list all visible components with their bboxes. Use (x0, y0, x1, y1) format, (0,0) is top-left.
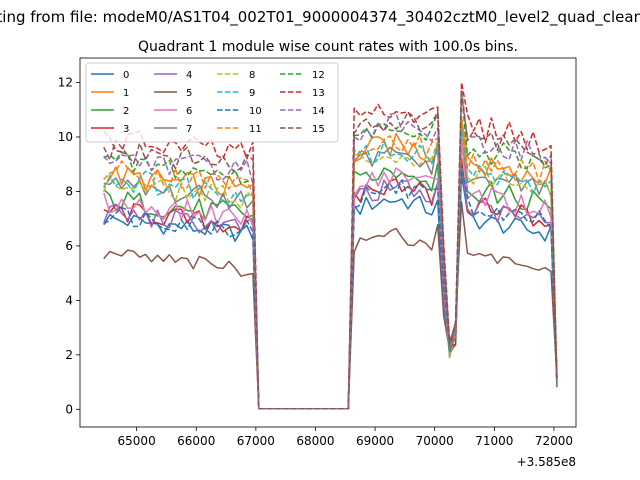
y-tick: 2 (65, 348, 80, 362)
x-tick-label: 71000 (475, 434, 513, 448)
legend-label-11: 11 (249, 124, 262, 135)
series-line-4 (103, 164, 558, 410)
y-tick-label: 6 (65, 239, 73, 253)
y-tick-label: 8 (65, 184, 73, 198)
y-tick-label: 12 (58, 76, 73, 90)
series-line-13 (103, 81, 558, 410)
series-line-12 (103, 91, 558, 410)
legend-label-9: 9 (249, 88, 255, 99)
x-tick-label: 65000 (118, 434, 156, 448)
legend-label-5: 5 (186, 88, 192, 99)
plot-frame (79, 57, 577, 428)
legend-entry: 5 (154, 88, 192, 99)
x-tick: 66000 (177, 427, 215, 448)
series-line-9 (103, 125, 558, 410)
series-line-10 (103, 164, 558, 410)
y-tick-label: 10 (58, 130, 73, 144)
series-line-11 (103, 116, 558, 410)
x-tick: 72000 (535, 427, 573, 448)
legend-label-8: 8 (249, 70, 255, 81)
x-tick: 70000 (416, 427, 454, 448)
x-axis: 65000 66000 67000 68000 69000 70000 71000 72000 (118, 427, 573, 448)
y-tick-label: 0 (65, 402, 73, 416)
series-line-15 (103, 88, 558, 410)
y-tick: 8 (65, 184, 80, 198)
y-tick: 10 (58, 130, 80, 144)
legend-label-1: 1 (123, 88, 129, 99)
legend-entry: 12 (280, 70, 325, 81)
x-tick-label: 70000 (416, 434, 454, 448)
legend-label-10: 10 (249, 106, 262, 117)
series-line-3 (103, 157, 558, 410)
legend-entry: 13 (280, 88, 325, 99)
x-tick: 65000 (118, 427, 156, 448)
series-line-0 (103, 174, 558, 410)
legend-entry: 3 (91, 124, 129, 135)
y-tick-label: 4 (65, 293, 73, 307)
legend-entry: 7 (154, 124, 192, 135)
legend-entry: 14 (280, 106, 325, 117)
y-tick: 4 (65, 293, 80, 307)
x-tick: 67000 (237, 427, 275, 448)
series-line-14 (103, 94, 558, 410)
x-tick: 71000 (475, 427, 513, 448)
legend-label-7: 7 (186, 124, 192, 135)
legend-entry: 11 (217, 124, 262, 135)
x-tick: 68000 (296, 427, 335, 448)
y-tick: 12 (58, 76, 80, 90)
y-tick-label: 2 (65, 348, 73, 362)
legend-entry: 0 (91, 70, 129, 81)
y-axis: 0 2 4 6 8 10 12 (58, 76, 80, 416)
legend-label-15: 15 (312, 124, 325, 135)
series-line-6 (103, 139, 558, 410)
legend-entry: 2 (91, 106, 129, 117)
x-tick-label: 67000 (237, 434, 275, 448)
y-tick: 6 (65, 239, 80, 253)
legend-label-13: 13 (312, 88, 325, 99)
legend-label-12: 12 (312, 70, 325, 81)
x-tick-label: 66000 (177, 434, 215, 448)
x-tick-label: 68000 (296, 434, 334, 448)
legend-entry: 15 (280, 124, 325, 135)
axes-title: Quadrant 1 module wise count rates with … (138, 39, 518, 55)
x-tick-label: 69000 (356, 434, 394, 448)
x-tick: 69000 (356, 427, 394, 448)
legend-label-6: 6 (186, 106, 192, 117)
x-offset-label: +3.585e8 (517, 455, 576, 469)
legend-entry: 6 (154, 106, 192, 117)
series-layer (103, 81, 558, 410)
legend-entry: 10 (217, 106, 262, 117)
y-tick: 0 (65, 402, 80, 416)
x-tick-label: 72000 (535, 434, 573, 448)
legend-entry: 8 (217, 70, 255, 81)
figure-suptitle: Plotting from file: modeM0/AS1T04_002T01… (0, 8, 640, 27)
legend-label-4: 4 (186, 70, 192, 81)
legend-entry: 1 (91, 88, 129, 99)
series-line-5 (103, 201, 558, 410)
legend-label-2: 2 (123, 106, 129, 117)
legend-entry: 4 (154, 70, 192, 81)
legend-label-0: 0 (123, 70, 129, 81)
legend-label-14: 14 (312, 106, 325, 117)
legend-entry: 9 (217, 88, 255, 99)
legend-frame (85, 62, 339, 143)
legend-label-3: 3 (123, 124, 129, 135)
